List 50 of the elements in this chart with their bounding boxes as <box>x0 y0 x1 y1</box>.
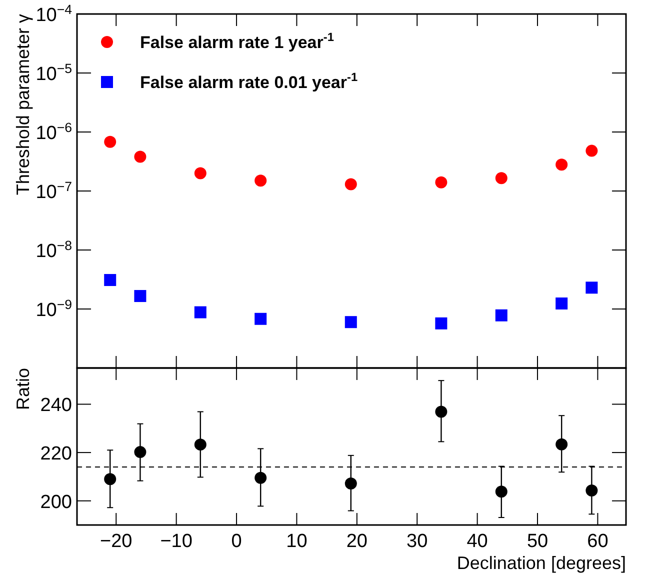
point <box>495 309 508 322</box>
point <box>435 406 448 418</box>
x-tick-label: 0 <box>231 531 242 552</box>
point <box>344 178 357 190</box>
point <box>254 312 267 325</box>
point <box>586 282 598 294</box>
point <box>586 144 598 157</box>
point <box>556 158 568 171</box>
x-axis-title: Declination [degrees] <box>456 553 626 573</box>
y-tick-label: 10$^{−6}$ <box>36 120 72 144</box>
point <box>134 150 146 163</box>
legend-label: False alarm rate 1 year$^{-1}$ <box>140 30 334 52</box>
point <box>556 297 568 310</box>
point <box>194 167 206 180</box>
point <box>556 438 568 450</box>
point <box>134 446 146 458</box>
point <box>344 477 357 490</box>
point <box>104 274 116 286</box>
y-tick-label: 220 <box>40 444 72 465</box>
y-axis-title: Ratio <box>13 368 33 410</box>
y-tick-label: 10$^{−9}$ <box>36 296 72 321</box>
point <box>104 473 116 486</box>
y-tick-label: 10$^{−4}$ <box>36 2 72 26</box>
y-tick-label: 10$^{−7}$ <box>36 178 72 203</box>
point <box>254 174 267 187</box>
x-tick-label: 60 <box>587 531 608 552</box>
point <box>495 172 508 184</box>
y-tick-label: 200 <box>40 492 72 513</box>
point <box>104 136 116 148</box>
point <box>435 176 448 188</box>
x-tick-label: 30 <box>406 531 428 552</box>
x-tick-label: 20 <box>346 531 368 552</box>
x-tick-label: −10 <box>160 531 192 552</box>
point <box>134 290 146 302</box>
point <box>495 486 508 498</box>
legend-label: False alarm rate 0.01 year$^{-1}$ <box>140 70 358 92</box>
x-tick-label: 40 <box>466 531 488 552</box>
point <box>435 317 448 330</box>
point <box>194 438 206 451</box>
x-tick-label: −20 <box>100 531 132 552</box>
x-tick-label: 50 <box>526 531 548 552</box>
x-tick-label: 10 <box>286 531 308 552</box>
point <box>344 316 357 328</box>
y-tick-label: 240 <box>40 395 72 416</box>
point <box>254 472 267 484</box>
y-axis-title: Threshold parameter γ <box>13 14 33 196</box>
point <box>586 484 598 496</box>
y-tick-label: 10$^{−8}$ <box>36 238 72 262</box>
point <box>194 306 206 318</box>
y-tick-label: 10$^{−5}$ <box>36 60 72 85</box>
